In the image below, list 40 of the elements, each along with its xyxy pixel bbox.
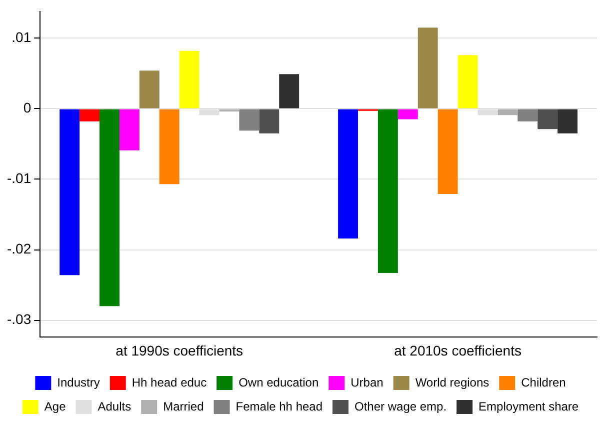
legend-label: Adults [98,399,132,414]
bar [498,109,518,116]
bar [259,109,280,134]
legend-label: World regions [415,375,490,390]
bar [100,109,120,306]
bar [458,55,478,108]
bar [139,70,160,108]
y-tick-label: -.01 [7,170,32,186]
bar [279,74,300,108]
y-tick-label: 0 [23,100,32,116]
legend-label: Own education [238,375,319,390]
bar [179,50,200,108]
legend-label: Female hh head [236,399,323,414]
bar [239,109,260,131]
bar [418,28,438,108]
bar [60,109,80,276]
bar [119,109,140,150]
legend-label: Urban [350,375,384,390]
bar [558,109,578,134]
y-tick-label: -.02 [7,240,32,257]
bar [518,109,538,122]
x-tick-label: at 1990s coefficients [116,342,244,358]
bar [219,109,240,112]
x-tick-label: at 2010s coefficients [394,342,522,358]
legend-label: Age [44,399,66,414]
bar [398,109,418,120]
bar [338,109,358,238]
y-tick-label: -.03 [7,311,32,328]
legend-label: Hh head educ [132,375,207,390]
y-tick-label: .01 [12,29,32,46]
legend-label: Married [163,399,204,414]
bar [538,109,558,130]
legend-label: Industry [57,375,100,390]
legend-label: Employment share [478,399,579,414]
bar [159,109,180,184]
legend-label: Children [521,375,566,390]
bar [80,109,100,122]
bar [378,109,398,274]
legend-label: Other wage emp. [354,399,447,414]
bar [438,109,458,194]
